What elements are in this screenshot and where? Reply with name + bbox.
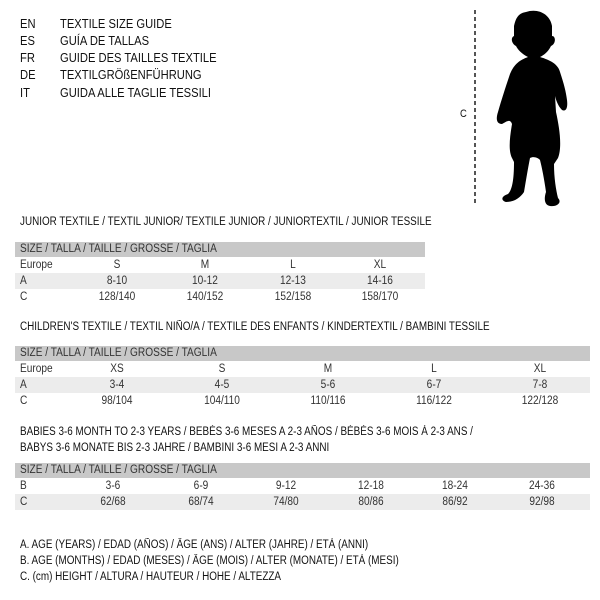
row-label: Europe [20, 363, 53, 375]
height-measure-figure [474, 10, 568, 207]
table-cell: M [323, 363, 333, 375]
table-cell: 128/140 [98, 291, 136, 303]
table-cell: 80/86 [358, 496, 384, 508]
header-title-en: TEXTILE SIZE GUIDE [60, 16, 172, 31]
table-cell: 104/110 [204, 395, 240, 407]
table-cell: L [431, 363, 437, 375]
children-size-table: SIZE / TALLA / TAILLE / GRÖSSE / TAGLIA … [15, 346, 590, 409]
table-cell: 8-10 [106, 275, 128, 287]
table-cell: 122/128 [521, 395, 559, 407]
size-header: SIZE / TALLA / TAILLE / GRÖSSE / TAGLIA [20, 464, 217, 476]
lang-code-fr: FR [20, 50, 35, 65]
table-cell: 140/152 [186, 291, 224, 303]
table-row: B 3-6 6-9 9-12 12-18 18-24 24-36 [15, 478, 590, 494]
children-section-title: CHILDREN'S TEXTILE / TEXTIL NIÑO/A / TEX… [20, 321, 490, 333]
table-cell: 152/158 [274, 291, 312, 303]
table-cell: 92/98 [529, 496, 555, 508]
table-row: C 62/68 68/74 74/80 80/86 86/92 92/98 [15, 494, 590, 510]
row-label: C [20, 291, 28, 303]
legend-a: A. AGE (YEARS) / EDAD (AÑOS) / ÂGE (ANS)… [20, 539, 369, 551]
child-silhouette-figure: C [440, 0, 600, 212]
table-row: A 8-10 10-12 12-13 14-16 [15, 273, 425, 289]
header-title-fr: GUIDE DES TAILLES TEXTILE [60, 50, 217, 65]
row-label: C [20, 395, 28, 407]
table-cell: 98/104 [101, 395, 133, 407]
table-header-bar: SIZE / TALLA / TAILLE / GRÖSSE / TAGLIA [15, 463, 590, 478]
table-header-bar: SIZE / TALLA / TAILLE / GRÖSSE / TAGLIA [15, 346, 590, 361]
table-cell: 5-6 [320, 379, 336, 391]
table-row: C 98/104 104/110 110/116 116/122 122/128 [15, 393, 590, 409]
table-row: A 3-4 4-5 5-6 6-7 7-8 [15, 377, 590, 393]
babies-section-title-line2: BABYS 3-6 MONATE BIS 2-3 JAHRE / BAMBINI… [20, 442, 330, 454]
table-cell: XL [533, 363, 547, 375]
table-cell: M [200, 259, 210, 271]
table-cell: 18-24 [442, 480, 468, 492]
table-cell: 9-12 [275, 480, 297, 492]
table-cell: 14-16 [367, 275, 393, 287]
header-title-es: GUÍA DE TALLAS [60, 33, 150, 48]
table-cell: 24-36 [529, 480, 555, 492]
lang-code-it: IT [20, 85, 30, 100]
size-header: SIZE / TALLA / TAILLE / GRÖSSE / TAGLIA [20, 347, 217, 359]
table-cell: 6-9 [193, 480, 209, 492]
legend-c: C. (cm) HEIGHT / ALTURA / HAUTEUR / HÖHE… [20, 571, 282, 583]
row-label: A [20, 275, 27, 287]
table-cell: S [113, 259, 121, 271]
lang-code-es: ES [20, 33, 35, 48]
junior-size-table: SIZE / TALLA / TAILLE / GRÖSSE / TAGLIA … [15, 242, 425, 305]
table-cell: 4-5 [214, 379, 230, 391]
table-cell: 110/116 [310, 395, 346, 407]
row-label: C [20, 496, 28, 508]
size-header: SIZE / TALLA / TAILLE / GRÖSSE / TAGLIA [20, 243, 217, 255]
table-cell: 6-7 [426, 379, 442, 391]
header-title-it: GUIDA ALLE TAGLIE TESSILI [60, 85, 212, 100]
row-label: Europe [20, 259, 53, 271]
table-header-bar: SIZE / TALLA / TAILLE / GRÖSSE / TAGLIA [15, 242, 425, 257]
table-cell: 68/74 [188, 496, 214, 508]
babies-size-table: SIZE / TALLA / TAILLE / GRÖSSE / TAGLIA … [15, 463, 590, 510]
table-cell: 3-6 [105, 480, 121, 492]
table-cell: XL [373, 259, 387, 271]
table-cell: 3-4 [109, 379, 125, 391]
table-row: Europe S M L XL [15, 257, 425, 273]
table-cell: 62/68 [100, 496, 126, 508]
row-label: B [20, 480, 27, 492]
legend-b: B. AGE (MONTHS) / EDAD (MESES) / ÂGE (MO… [20, 555, 399, 567]
header-title-de: TEXTILGRÖßENFÜHRUNG [60, 67, 202, 82]
junior-section-title: JUNIOR TEXTILE / TEXTIL JUNIOR/ TEXTILE … [20, 216, 432, 228]
table-cell: L [290, 259, 296, 271]
table-cell: 158/170 [361, 291, 399, 303]
row-label: A [20, 379, 27, 391]
child-silhouette-icon [496, 10, 568, 207]
table-row: C 128/140 140/152 152/158 158/170 [15, 289, 425, 305]
table-cell: S [218, 363, 226, 375]
table-cell: 10-12 [192, 275, 218, 287]
lang-code-de: DE [20, 67, 36, 82]
height-label: C [460, 108, 467, 120]
table-cell: 86/92 [442, 496, 468, 508]
lang-code-en: EN [20, 16, 36, 31]
table-cell: 7-8 [532, 379, 548, 391]
babies-section-title-line1: BABIES 3-6 MONTH TO 2-3 YEARS / BEBÉS 3-… [20, 426, 473, 438]
table-cell: 116/122 [416, 395, 452, 407]
table-cell: 12-13 [280, 275, 306, 287]
table-cell: 74/80 [273, 496, 299, 508]
table-cell: 12-18 [358, 480, 384, 492]
table-row: Europe XS S M L XL [15, 361, 590, 377]
table-cell: XS [110, 363, 124, 375]
